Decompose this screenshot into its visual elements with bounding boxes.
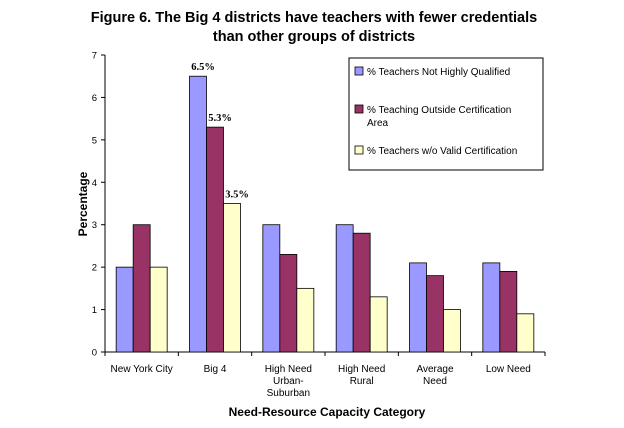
data-label-1: 5.3% — [208, 113, 232, 124]
bar-0-1 — [132, 224, 151, 353]
y-tick-label: 4 — [92, 178, 97, 189]
legend: % Teachers Not Highly Qualified % Teachin… — [348, 57, 544, 171]
x-category-label: High Need — [338, 364, 385, 375]
y-tick-label: 3 — [92, 220, 97, 231]
y-tick-label: 0 — [92, 348, 97, 359]
legend-label-1: Area — [367, 118, 389, 129]
legend-label-0: % Teachers Not Highly Qualified — [367, 67, 510, 78]
x-axis-label: Need-Resource Capacity Category — [229, 405, 426, 419]
legend-swatch-0 — [354, 66, 364, 76]
data-label-0: 6.5% — [191, 62, 215, 73]
data-label-2: 3.5% — [225, 190, 249, 201]
x-category-label: High Need — [265, 364, 312, 375]
chart-title-line-1: Figure 6. The Big 4 districts have teach… — [91, 10, 537, 26]
bar-2-2 — [296, 287, 315, 353]
y-tick-label: 6 — [92, 93, 97, 104]
y-axis-label: Percentage — [76, 171, 90, 236]
bar-5-1 — [499, 270, 518, 353]
bar-4-2 — [443, 309, 461, 353]
x-category-label: Big 4 — [204, 364, 227, 375]
y-tick-label: 1 — [92, 305, 97, 316]
x-category-label: Need — [423, 376, 447, 387]
legend-label-1: % Teaching Outside Certification — [367, 105, 511, 116]
x-category-label: Rural — [350, 376, 374, 387]
bar-4-1 — [426, 275, 444, 353]
bar-1-1 — [206, 126, 224, 353]
bar-4-0 — [409, 262, 427, 353]
bar-5-2 — [516, 313, 535, 353]
bar-2-0 — [262, 224, 281, 353]
y-tick-label: 2 — [92, 263, 97, 274]
x-category-label: Urban- — [273, 376, 304, 387]
bar-2-1 — [279, 254, 298, 353]
bar-3-1 — [352, 232, 371, 353]
y-tick-label: 7 — [92, 51, 97, 62]
bar-5-0 — [482, 262, 501, 353]
bar-3-2 — [369, 296, 388, 353]
chart-title-line-2: than other groups of districts — [213, 29, 415, 45]
legend-swatch-1 — [354, 104, 364, 114]
bar-0-0 — [115, 266, 134, 353]
y-tick-label: 5 — [92, 135, 97, 146]
bar-3-0 — [335, 224, 354, 353]
x-category-label: New York City — [111, 364, 173, 375]
bar-0-2 — [149, 266, 168, 353]
legend-label-2: % Teachers w/o Valid Certification — [367, 146, 517, 157]
x-category-label: Suburban — [267, 388, 310, 399]
bar-1-0 — [189, 75, 207, 353]
x-category-label: Average — [416, 364, 454, 375]
legend-box — [348, 57, 544, 171]
bar-1-2 — [223, 203, 241, 353]
legend-swatch-2 — [354, 145, 364, 155]
x-category-label: Low Need — [486, 364, 531, 375]
